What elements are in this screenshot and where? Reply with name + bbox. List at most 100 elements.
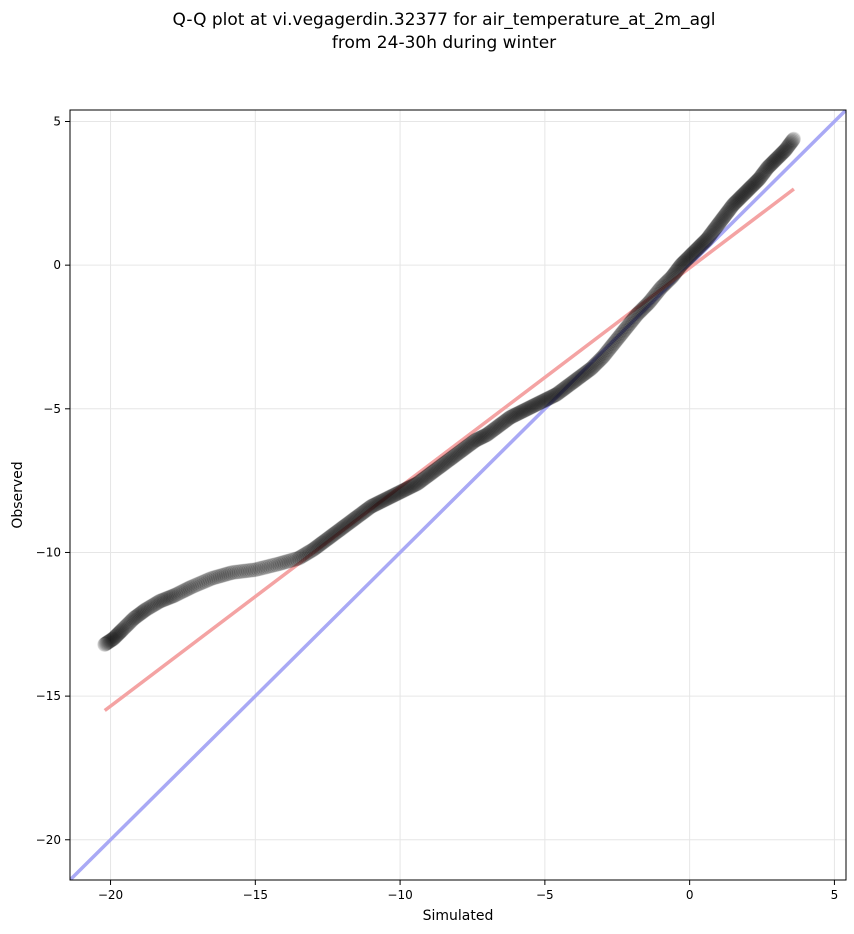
quantile-point <box>517 402 533 418</box>
quantile-point <box>122 614 138 630</box>
quantile-point <box>768 152 784 168</box>
quantile-point <box>306 541 322 557</box>
quantile-point <box>716 208 732 224</box>
quantile-point <box>206 570 222 586</box>
quantile-point <box>452 444 468 460</box>
quantile-point <box>525 398 541 414</box>
quantile-point <box>669 262 685 278</box>
quantile-point <box>190 576 206 592</box>
quantile-point <box>243 562 259 578</box>
quantile-point <box>460 438 476 454</box>
quantile-point <box>776 143 792 159</box>
quantile-point <box>669 263 685 279</box>
quantile-point <box>304 542 320 558</box>
quantile-point <box>481 425 497 441</box>
quantile-point <box>782 136 798 152</box>
quantile-point <box>477 428 493 444</box>
quantile-point <box>633 303 649 319</box>
quantile-point <box>109 627 125 643</box>
quantile-point <box>367 497 383 513</box>
quantile-point <box>533 394 549 410</box>
quantile-point <box>540 390 556 406</box>
quantile-point <box>528 397 544 413</box>
quantile-point <box>204 570 220 586</box>
quantile-point <box>756 164 772 180</box>
quantile-point <box>664 269 680 285</box>
y-tick-label: 0 <box>53 258 61 272</box>
quantile-point <box>150 594 166 610</box>
quantile-point <box>467 432 483 448</box>
quantile-point <box>518 401 534 417</box>
quantile-point <box>769 150 785 166</box>
quantile-point <box>733 189 749 205</box>
quantile-point <box>729 193 745 209</box>
quantile-point <box>621 316 637 332</box>
quantile-point <box>704 224 720 240</box>
quantile-point <box>643 292 659 308</box>
quantile-point <box>608 333 624 349</box>
quantile-point <box>677 253 693 269</box>
quantile-point <box>640 296 656 312</box>
quantile-point <box>292 549 308 565</box>
quantile-point <box>761 159 777 175</box>
quantile-point <box>624 313 640 329</box>
quantile-point <box>330 523 346 539</box>
quantile-point <box>521 400 537 416</box>
quantile-point <box>135 604 151 620</box>
quantile-point <box>326 526 342 542</box>
quantile-point <box>371 494 387 510</box>
quantile-point <box>356 504 372 520</box>
quantile-point <box>766 153 782 169</box>
quantile-point <box>562 376 578 392</box>
quantile-point <box>299 545 315 561</box>
quantile-point <box>400 480 416 496</box>
quantile-point <box>478 427 494 443</box>
quantile-point <box>357 503 373 519</box>
quantile-point <box>421 467 437 483</box>
quantile-point <box>616 323 632 339</box>
quantile-point <box>192 575 208 591</box>
quantile-point <box>257 559 273 575</box>
quantile-point <box>334 520 350 536</box>
x-axis-label: Simulated <box>423 908 494 924</box>
quantile-point <box>569 371 585 387</box>
quantile-point <box>331 523 347 539</box>
quantile-point <box>453 443 469 459</box>
quantile-point <box>627 309 643 325</box>
quantile-point <box>313 536 329 552</box>
quantile-point <box>415 471 431 487</box>
quantile-point <box>557 380 573 396</box>
quantile-point <box>668 264 684 280</box>
quantile-point <box>722 201 738 217</box>
quantile-point <box>112 624 128 640</box>
quantile-point <box>168 587 184 603</box>
quantile-point <box>675 255 691 271</box>
y-tick-label: −5 <box>43 402 61 416</box>
quantile-point <box>312 536 328 552</box>
quantile-point <box>759 161 775 177</box>
identity-line <box>70 110 846 880</box>
quantile-point <box>703 226 719 242</box>
quantile-point <box>264 558 280 574</box>
quantile-point <box>777 142 793 158</box>
quantile-point <box>120 616 136 632</box>
quantile-point <box>617 322 633 338</box>
quantile-point <box>152 593 168 609</box>
quantile-point <box>488 420 504 436</box>
quantile-point <box>501 410 517 426</box>
quantile-point <box>762 158 778 174</box>
quantile-point <box>724 198 740 214</box>
quantile-point <box>136 603 152 619</box>
quantile-point <box>568 372 584 388</box>
quantile-point <box>485 422 501 438</box>
quantile-point <box>353 506 369 522</box>
quantile-point <box>385 488 401 504</box>
quantile-point <box>546 388 562 404</box>
quantile-point <box>614 325 630 341</box>
quantile-point <box>97 636 113 652</box>
quantile-point <box>757 163 773 179</box>
quantile-point <box>405 478 421 494</box>
quantile-point <box>560 378 576 394</box>
quantile-point <box>118 619 134 635</box>
quantile-point <box>729 193 745 209</box>
